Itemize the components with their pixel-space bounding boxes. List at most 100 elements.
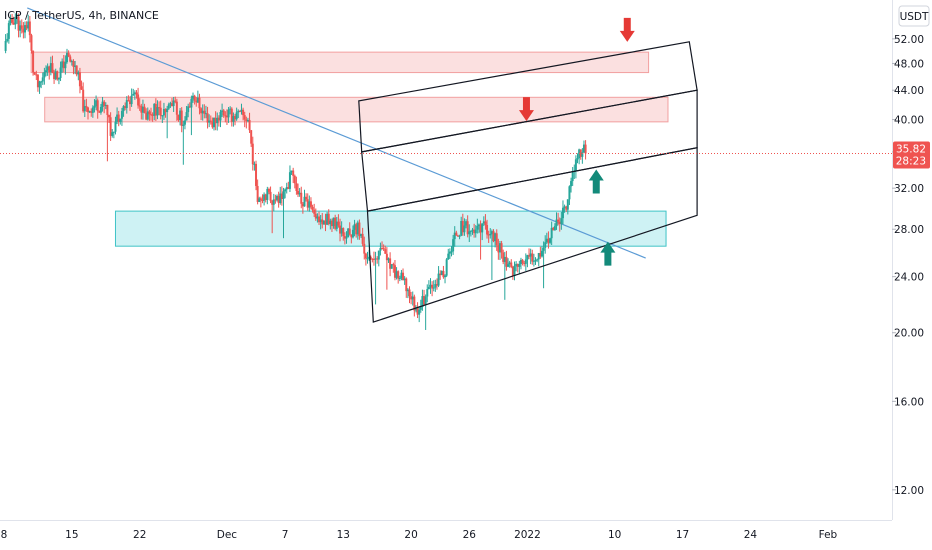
candle-body-137 bbox=[225, 115, 228, 118]
time-axis-background bbox=[0, 520, 932, 550]
candle-body-4 bbox=[11, 18, 14, 23]
candle-body-59 bbox=[99, 106, 102, 113]
price-tick-label-8: 20.00 bbox=[894, 328, 924, 340]
candle-body-243 bbox=[397, 271, 400, 279]
candle-body-121 bbox=[200, 108, 203, 114]
candle-body-35 bbox=[61, 61, 64, 68]
candle-body-43 bbox=[74, 65, 77, 67]
price-tick-label-0: 52.00 bbox=[894, 34, 924, 46]
price-badge-box bbox=[893, 141, 930, 169]
candle-body-49 bbox=[83, 106, 86, 112]
candle-body-277 bbox=[452, 239, 455, 252]
candle-body-87 bbox=[145, 112, 148, 120]
candle-body-3 bbox=[9, 18, 12, 24]
candle-body-302 bbox=[492, 231, 495, 242]
candle-body-82 bbox=[137, 94, 140, 106]
candle-body-222 bbox=[363, 243, 366, 254]
candle-body-76 bbox=[127, 100, 130, 102]
time-tick-label-7: 26 bbox=[463, 529, 477, 541]
candle-body-344 bbox=[560, 218, 563, 224]
candle-body-66 bbox=[111, 132, 114, 136]
candle-body-91 bbox=[151, 114, 154, 116]
candle-body-214 bbox=[350, 234, 353, 238]
candle-body-230 bbox=[376, 258, 379, 260]
candle-body-356 bbox=[579, 149, 582, 157]
candle-body-305 bbox=[497, 245, 500, 253]
candle-body-172 bbox=[282, 191, 285, 199]
candle-body-31 bbox=[54, 71, 57, 80]
candle-body-117 bbox=[193, 95, 196, 101]
time-tick-label-3: Dec bbox=[217, 529, 238, 541]
candle-body-227 bbox=[371, 258, 374, 260]
candle-body-319 bbox=[519, 259, 522, 264]
candle-body-184 bbox=[301, 203, 304, 207]
candle-body-61 bbox=[103, 101, 106, 106]
candles-layer bbox=[4, 13, 587, 330]
candle-body-54 bbox=[91, 107, 94, 113]
candle-body-48 bbox=[82, 89, 85, 112]
channel-box-3 bbox=[366, 146, 698, 323]
candle-body-189 bbox=[309, 201, 312, 207]
currency-box[interactable] bbox=[898, 5, 930, 27]
candle-body-156 bbox=[256, 185, 259, 202]
candle-body-179 bbox=[293, 175, 296, 184]
candle-body-83 bbox=[138, 105, 141, 107]
time-tick-label-6: 20 bbox=[404, 529, 417, 541]
candle-body-173 bbox=[284, 189, 287, 192]
time-tick-label-9: 10 bbox=[608, 529, 621, 541]
price-badge: 35.82 28:23 bbox=[893, 141, 930, 169]
candle-body-225 bbox=[368, 256, 371, 259]
candle-body-342 bbox=[557, 219, 560, 222]
candle-body-279 bbox=[455, 232, 458, 236]
price-axis[interactable]: USDT 52.0048.0044.0040.0036.0032.0028.00… bbox=[892, 0, 932, 550]
candle-body-268 bbox=[437, 273, 440, 286]
candle-body-248 bbox=[405, 278, 408, 292]
candle-body-306 bbox=[498, 243, 501, 253]
candle-body-46 bbox=[78, 72, 81, 87]
candle-body-175 bbox=[287, 187, 290, 189]
candle-body-106 bbox=[175, 101, 178, 115]
candle-body-336 bbox=[547, 238, 550, 243]
candle-body-254 bbox=[414, 307, 417, 311]
candle-body-167 bbox=[274, 199, 277, 201]
candle-body-327 bbox=[532, 260, 535, 262]
candle-body-123 bbox=[203, 110, 206, 114]
candle-body-29 bbox=[51, 63, 54, 73]
support-zone-1 bbox=[114, 210, 667, 247]
time-axis[interactable]: 8 15 22 Dec 7 13 20 26 2022 10 17 24 Feb bbox=[0, 520, 932, 550]
arrow-down-1 bbox=[619, 17, 635, 42]
candle-body-272 bbox=[444, 275, 447, 278]
candle-body-13 bbox=[25, 25, 28, 29]
candle-body-86 bbox=[143, 106, 146, 113]
candle-body-96 bbox=[159, 107, 162, 116]
time-tick-label-11: 24 bbox=[744, 529, 758, 541]
candle-body-217 bbox=[355, 224, 358, 235]
candle-body-26 bbox=[46, 66, 49, 71]
candle-body-209 bbox=[342, 228, 345, 237]
candle-body-204 bbox=[334, 217, 337, 229]
candle-body-27 bbox=[48, 66, 51, 73]
candle-body-231 bbox=[377, 250, 380, 260]
candle-body-343 bbox=[558, 221, 561, 224]
candle-body-97 bbox=[161, 115, 164, 117]
channels-layer bbox=[358, 41, 698, 323]
candle-body-159 bbox=[261, 200, 264, 202]
candle-body-129 bbox=[213, 117, 216, 128]
price-tick-label-10: 12.00 bbox=[894, 485, 924, 497]
candle-body-5 bbox=[12, 22, 15, 25]
candle-body-80 bbox=[133, 92, 136, 94]
candle-body-79 bbox=[132, 93, 135, 96]
candle-body-139 bbox=[229, 108, 232, 110]
time-tick-label-0: 8 bbox=[1, 529, 8, 541]
candle-body-287 bbox=[468, 231, 471, 235]
candle-body-36 bbox=[62, 61, 65, 69]
candle-body-136 bbox=[224, 115, 227, 117]
candle-body-133 bbox=[219, 112, 222, 121]
candle-body-131 bbox=[216, 117, 219, 124]
candle-body-2 bbox=[7, 23, 10, 39]
candle-body-8 bbox=[17, 16, 20, 31]
candle-body-251 bbox=[410, 296, 413, 300]
candle-body-273 bbox=[445, 259, 448, 276]
candle-body-98 bbox=[162, 108, 165, 116]
